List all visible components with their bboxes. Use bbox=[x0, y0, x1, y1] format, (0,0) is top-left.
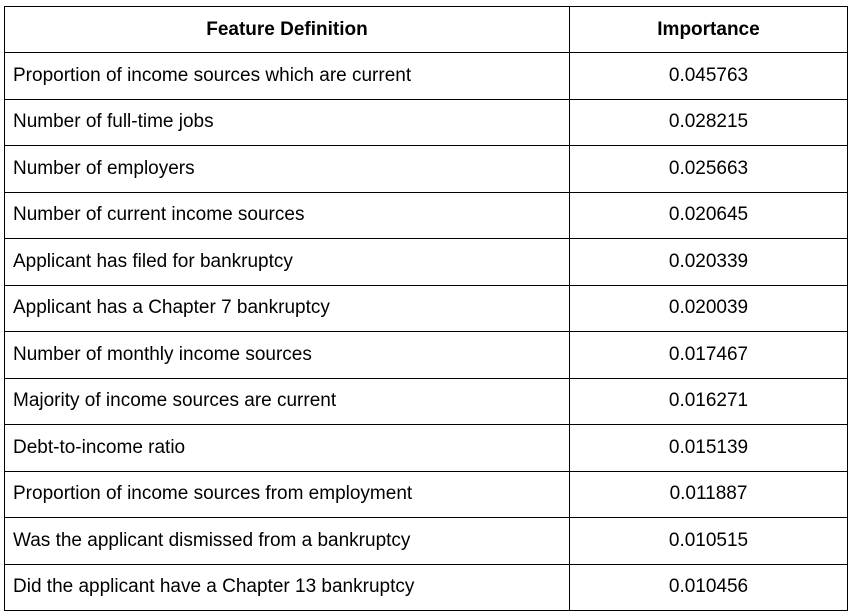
importance-cell: 0.015139 bbox=[569, 424, 848, 472]
feature-definition-cell: Number of monthly income sources bbox=[4, 331, 570, 379]
table-row: Was the applicant dismissed from a bankr… bbox=[4, 517, 848, 565]
table-row: Number of full-time jobs 0.028215 bbox=[4, 98, 848, 146]
table-row: Proportion of income sources which are c… bbox=[4, 52, 848, 100]
feature-definition-cell: Was the applicant dismissed from a bankr… bbox=[4, 517, 570, 565]
feature-definition-cell: Number of current income sources bbox=[4, 191, 570, 239]
feature-definition-cell: Proportion of income sources which are c… bbox=[4, 52, 570, 100]
importance-cell: 0.010515 bbox=[569, 517, 848, 565]
table-row: Number of employers 0.025663 bbox=[4, 145, 848, 193]
feature-definition-cell: Debt-to-income ratio bbox=[4, 424, 570, 472]
importance-cell: 0.028215 bbox=[569, 98, 848, 146]
table-row: Majority of income sources are current 0.… bbox=[4, 377, 848, 425]
table-row: Number of monthly income sources 0.017467 bbox=[4, 331, 848, 379]
importance-cell: 0.020039 bbox=[569, 284, 848, 332]
importance-cell: 0.025663 bbox=[569, 145, 848, 193]
table-header-row: Feature Definition Importance bbox=[4, 6, 848, 53]
feature-importance-table: Feature Definition Importance Proportion… bbox=[4, 6, 848, 611]
header-importance: Importance bbox=[569, 6, 848, 53]
header-feature-definition: Feature Definition bbox=[4, 6, 570, 53]
feature-definition-cell: Proportion of income sources from employ… bbox=[4, 470, 570, 518]
feature-definition-cell: Applicant has a Chapter 7 bankruptcy bbox=[4, 284, 570, 332]
feature-definition-cell: Number of employers bbox=[4, 145, 570, 193]
importance-cell: 0.045763 bbox=[569, 52, 848, 100]
table-body: Proportion of income sources which are c… bbox=[4, 52, 848, 611]
table-row: Did the applicant have a Chapter 13 bank… bbox=[4, 563, 848, 611]
table-row: Number of current income sources 0.020645 bbox=[4, 191, 848, 239]
importance-cell: 0.010456 bbox=[569, 563, 848, 611]
importance-cell: 0.016271 bbox=[569, 377, 848, 425]
table-row: Debt-to-income ratio 0.015139 bbox=[4, 424, 848, 472]
importance-cell: 0.011887 bbox=[569, 470, 848, 518]
feature-definition-cell: Majority of income sources are current bbox=[4, 377, 570, 425]
table-row: Applicant has a Chapter 7 bankruptcy 0.02… bbox=[4, 284, 848, 332]
table-row: Proportion of income sources from employ… bbox=[4, 470, 848, 518]
table-row: Applicant has filed for bankruptcy 0.0203… bbox=[4, 238, 848, 286]
importance-cell: 0.017467 bbox=[569, 331, 848, 379]
importance-cell: 0.020645 bbox=[569, 191, 848, 239]
feature-definition-cell: Number of full-time jobs bbox=[4, 98, 570, 146]
feature-importance-table-wrapper: Feature Definition Importance Proportion… bbox=[4, 6, 848, 611]
feature-definition-cell: Applicant has filed for bankruptcy bbox=[4, 238, 570, 286]
feature-definition-cell: Did the applicant have a Chapter 13 bank… bbox=[4, 563, 570, 611]
importance-cell: 0.020339 bbox=[569, 238, 848, 286]
